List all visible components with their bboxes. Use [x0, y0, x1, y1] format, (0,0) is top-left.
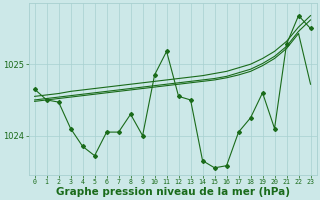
X-axis label: Graphe pression niveau de la mer (hPa): Graphe pression niveau de la mer (hPa): [56, 187, 290, 197]
